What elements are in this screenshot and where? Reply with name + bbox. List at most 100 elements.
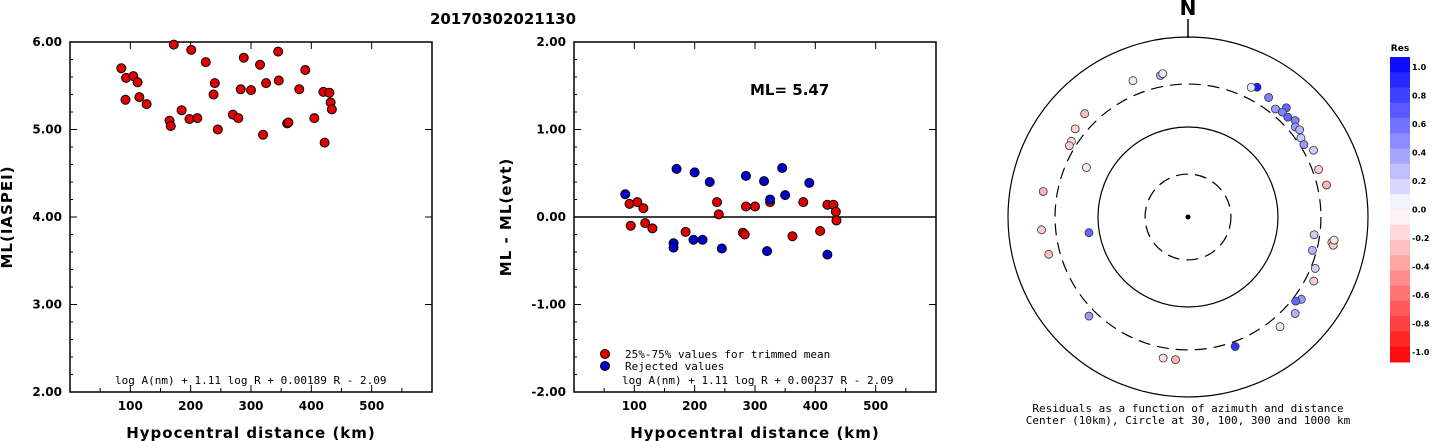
epicenter-marker [1185,214,1191,220]
ml-data-point [261,78,272,89]
ml-data-point [165,121,176,131]
trimmed-data-point [830,206,841,217]
station-residual-point [1037,225,1046,235]
residual-distance-panel: 100 200 300 400 500 -2.00 -1.00 0.00 1.00 2.00 ML… [497,35,937,441]
colorbar-tick-label: 0.4 [1412,149,1427,158]
ml-data-point [238,52,249,63]
colorbar-cell [1390,148,1410,165]
residual-y-tick-label: 1.00 [536,123,566,137]
residual-x-tick-label: 300 [742,399,767,413]
station-residual-point [1038,187,1048,196]
figure-title: 20170302021130 [430,10,576,28]
rejected-data-point [759,176,770,187]
distance-ring-100km [1097,126,1279,308]
ml-data-point [273,46,284,57]
ml-x-tick-label: 100 [118,399,143,413]
station-residual-points [1037,69,1339,365]
colorbar-cell [1390,270,1410,287]
station-residual-point [1128,76,1138,86]
station-residual-point [1084,228,1094,238]
rejected-data-point [620,189,631,200]
ml-data-point [176,105,187,116]
colorbar-cell [1390,316,1410,332]
distance-ring-1000km [1007,36,1369,398]
colorbar-tick-label: -0.6 [1412,291,1430,300]
ml-data-point [186,44,197,55]
station-residual-point [1295,125,1305,135]
ml-data-point [200,57,211,68]
ml-data-point [208,89,219,100]
ml-points [116,39,337,148]
ml-y-tick-label: 5.00 [32,123,62,137]
colorbar-title: Res [1391,44,1409,54]
colorbar-cell [1390,118,1410,134]
colorbar-cell [1390,331,1410,348]
distance-ring-30km [1144,173,1232,261]
colorbar-tick-labels: 1.0 0.8 0.6 0.4 0.2 0.0 -0.2 -0.4 -0.6 -0.8 -1.0 [1412,63,1430,357]
legend-trimmed-marker [600,349,610,359]
ml-data-point [235,84,246,95]
ml-data-point [246,85,256,96]
residual-x-tick-label: 200 [682,399,707,413]
residual-points [620,163,842,260]
ml-data-point [120,94,131,105]
ml-x-tick-label: 300 [238,399,263,413]
residual-y-tick-label: 2.00 [536,35,566,49]
ml-y-tick-label: 2.00 [32,385,62,399]
station-residual-point [1064,141,1074,151]
trimmed-data-point [711,197,722,208]
ml-x-tick-label: 500 [359,399,384,413]
colorbar-cell [1390,240,1410,256]
station-residual-point [1171,355,1180,365]
ml-x-tick-label: 400 [299,399,324,413]
ml-data-point [212,124,223,135]
colorbar-cell [1390,179,1410,195]
colorbar-tick-label: 0.2 [1412,177,1426,186]
ml-x-axis-label: Hypocentral distance (km) [126,424,376,441]
station-residual-point [1291,296,1301,306]
residual-colorbar: Res 1.0 0.8 0.6 0.4 0.2 0.0 -0.2 -0.4 -0.6 -0.8 -1… [1390,44,1430,363]
residual-x-axis-label: Hypocentral distance (km) [630,424,880,441]
ml-event-annotation: ML= 5.47 [750,81,829,99]
station-residual-point [1275,322,1285,332]
ml-data-point [116,63,127,74]
trimmed-data-point [739,229,750,240]
ml-data-point [294,84,305,95]
rejected-data-point [777,163,788,173]
station-residual-point [1329,235,1339,245]
station-residual-point [1264,93,1274,102]
residual-y-tick-label: -1.00 [531,298,566,312]
colorbar-cell [1390,209,1410,226]
colorbar-cell [1390,194,1410,210]
ml-y-axis-label: ML(IASPEI) [0,165,16,268]
ml-data-point [319,137,330,148]
ml-data-point [168,39,179,50]
rejected-data-point [740,170,751,181]
station-residual-point [1308,245,1317,255]
legend-trimmed-label: 25%-75% values for trimmed mean [625,348,830,361]
distance-ring-300km [1054,83,1322,351]
legend-rejected-marker [600,361,610,371]
station-residual-point [1230,342,1240,351]
colorbar-tick-label: 0.8 [1412,92,1427,101]
trimmed-data-point [640,218,651,229]
rejected-data-point [762,246,773,257]
ml-axis-ticks: 100 200 300 400 500 2.00 3.00 4.00 5.00 6.00 [32,35,432,413]
ml-y-tick-label: 6.00 [32,35,62,49]
station-residual-point [1084,311,1094,321]
ml-data-point [132,77,143,88]
ml-data-point [309,113,320,124]
polar-caption-line2: Center (10km), Circle at 30, 100, 300 an… [1026,414,1351,427]
station-residual-point [1283,112,1293,122]
colorbar-cell [1390,346,1410,363]
colorbar-tick-label: -1.0 [1412,348,1430,357]
colorbar-tick-label: -0.8 [1412,320,1430,329]
trimmed-data-point [647,223,658,234]
colorbar-tick-label: 1.0 [1412,63,1427,72]
colorbar-cell [1390,163,1410,180]
rejected-data-point [689,167,700,178]
colorbar-cell [1390,255,1410,271]
rejected-data-point [765,194,776,205]
ml-data-point [192,113,203,124]
ml-data-point [273,75,284,86]
